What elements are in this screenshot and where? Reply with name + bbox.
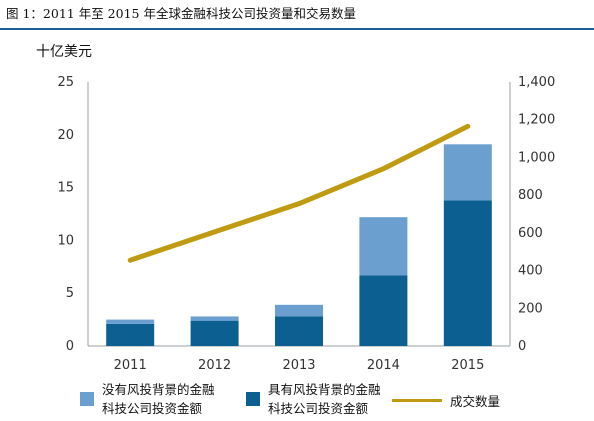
- bar-no-vc-2011: [106, 319, 155, 324]
- x-tick-label: 2011: [114, 358, 147, 373]
- left-tick-label: 10: [57, 233, 74, 248]
- right-tick-label: 200: [518, 301, 543, 316]
- bar-no-vc-2012: [190, 316, 239, 321]
- right-tick-label: 1,200: [518, 113, 555, 128]
- left-tick-label: 20: [57, 128, 74, 143]
- bar-with-vc-2015: [443, 200, 492, 346]
- legend-label-with-vc-line-2: 科技公司投资金额: [268, 401, 369, 416]
- deals-count-line: [127, 123, 471, 263]
- bar-with-vc-2013: [275, 316, 323, 346]
- legend-label-no-vc: 没有风投背景的金融 科技公司投资金额: [102, 380, 252, 418]
- left-tick-label: 5: [66, 286, 74, 301]
- chart-title: 图 1：2011 年至 2015 年全球金融科技公司投资量和交易数量: [6, 6, 356, 21]
- right-tick-label: 0: [518, 339, 526, 354]
- legend-label-no-vc-line-2: 科技公司投资金额: [102, 401, 203, 416]
- bar-with-vc-2014: [359, 275, 408, 346]
- right-tick-label: 800: [518, 188, 543, 203]
- right-tick-label: 1,400: [518, 75, 555, 90]
- left-axis-unit-label: 十亿美元: [36, 44, 92, 60]
- x-tick-label: 2013: [282, 358, 315, 373]
- x-tick-label: 2015: [451, 358, 484, 373]
- bar-no-vc-2014: [359, 217, 408, 276]
- legend-label-no-vc-line-1: 没有风投背景的金融: [102, 382, 215, 397]
- right-tick-label: 1,000: [518, 150, 555, 165]
- left-tick-label: 25: [57, 75, 74, 90]
- title-rule: [0, 28, 594, 30]
- legend-swatch-with-vc: [246, 392, 260, 406]
- legend-label-deals: 成交数量: [450, 394, 501, 409]
- bar-with-vc-2012: [190, 320, 239, 346]
- bar-no-vc-2015: [443, 144, 492, 201]
- legend-swatch-deals-line: [392, 399, 442, 402]
- legend-swatch-no-vc: [80, 392, 94, 406]
- left-tick-label: 15: [57, 181, 74, 196]
- legend-label-with-vc: 具有风投背景的金融 科技公司投资金额: [268, 380, 418, 418]
- right-tick-label: 400: [518, 264, 543, 279]
- bar-with-vc-2011: [106, 323, 155, 346]
- bar-no-vc-2013: [275, 304, 323, 317]
- legend-label-with-vc-line-1: 具有风投背景的金融: [268, 382, 381, 397]
- left-tick-label: 0: [66, 339, 74, 354]
- x-tick-label: 2014: [367, 358, 400, 373]
- right-tick-label: 600: [518, 226, 543, 241]
- x-tick-label: 2012: [198, 358, 231, 373]
